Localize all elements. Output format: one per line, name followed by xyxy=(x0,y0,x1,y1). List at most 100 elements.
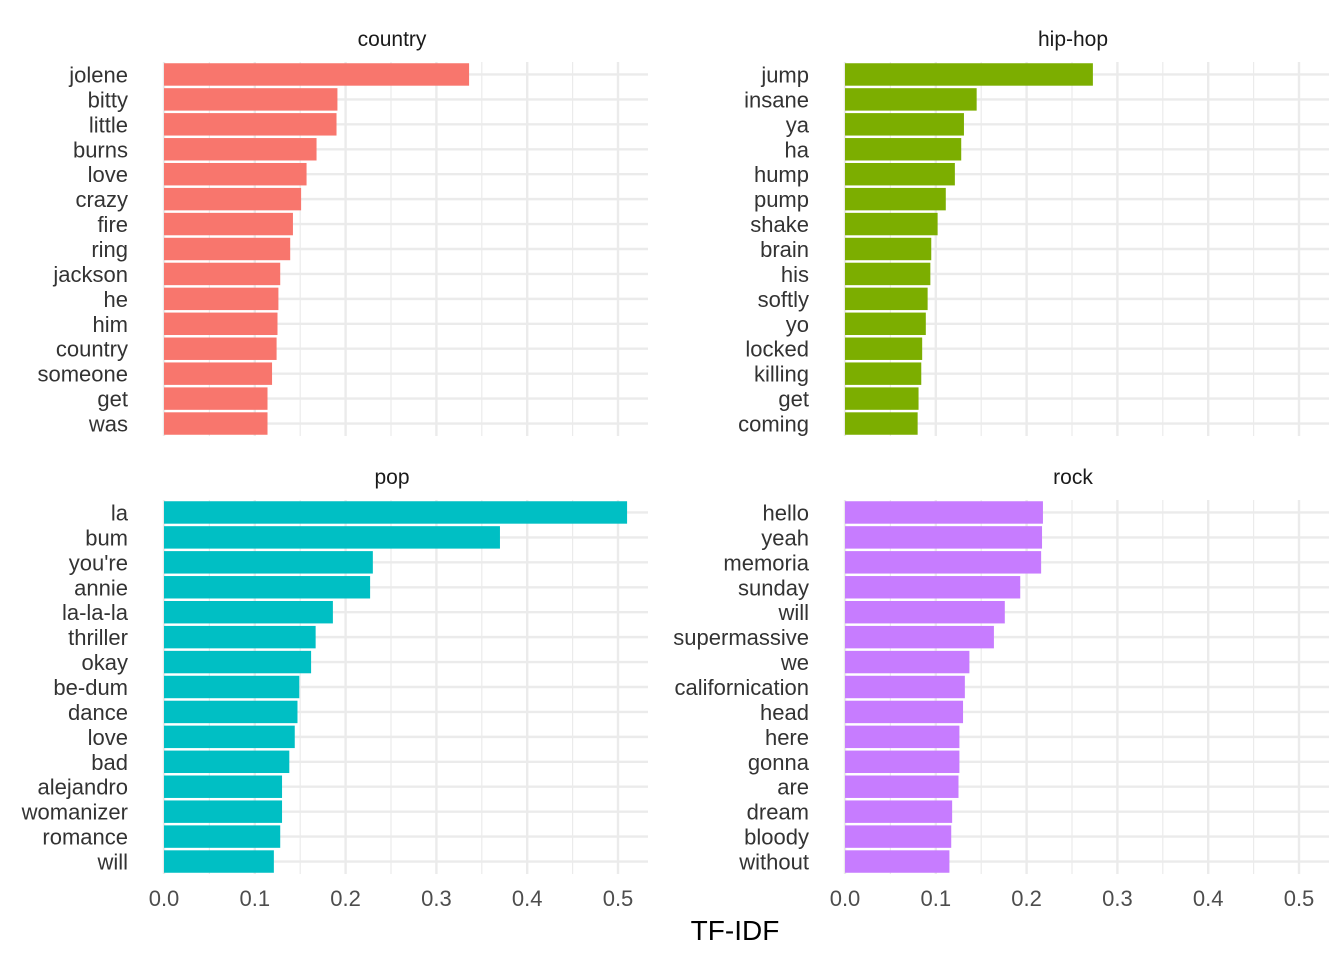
category-label: without xyxy=(738,850,809,875)
bar-country-fire xyxy=(164,212,293,236)
x-tick-label: 0.1 xyxy=(921,886,952,911)
category-label: country xyxy=(56,337,128,362)
category-label: fire xyxy=(97,212,128,237)
bar-rock-hello xyxy=(845,501,1043,524)
facet-title: country xyxy=(358,28,427,51)
category-label: hump xyxy=(754,162,809,187)
bar-country-love xyxy=(164,162,307,186)
facet-rock: helloyeahmemoriasundaywillsupermassivewe… xyxy=(673,466,1329,911)
category-label: someone xyxy=(37,362,128,387)
bar-rock-here xyxy=(845,725,960,749)
category-label: memoria xyxy=(723,550,809,575)
bar-country-jolene xyxy=(164,63,470,86)
category-label: locked xyxy=(745,337,809,362)
bar-hip-hop-shake xyxy=(845,212,938,236)
category-label: ring xyxy=(91,237,128,262)
category-label: ya xyxy=(786,112,810,137)
bar-hip-hop-ya xyxy=(845,113,964,136)
category-label: here xyxy=(765,725,809,750)
category-label: you're xyxy=(69,550,128,575)
bar-hip-hop-brain xyxy=(845,237,932,261)
bar-hip-hop-get xyxy=(845,387,919,410)
category-label: californication xyxy=(674,675,809,700)
bar-rock-will xyxy=(845,600,1005,624)
bar-country-he xyxy=(164,287,279,311)
category-label: him xyxy=(93,312,128,337)
bar-pop-womanizer xyxy=(164,800,283,823)
bar-country-ring xyxy=(164,237,291,261)
category-label: his xyxy=(781,262,809,287)
bar-pop-bad xyxy=(164,750,290,774)
x-tick-label: 0.2 xyxy=(1011,886,1042,911)
bar-hip-hop-coming xyxy=(845,412,918,435)
category-label: get xyxy=(97,387,128,412)
x-tick-label: 0.5 xyxy=(603,886,634,911)
bar-rock-californication xyxy=(845,675,965,699)
category-label: brain xyxy=(760,237,809,262)
bar-pop-thriller xyxy=(164,625,316,649)
bar-country-was xyxy=(164,412,268,435)
category-label: dream xyxy=(747,800,809,825)
bar-country-someone xyxy=(164,362,273,385)
category-label: ha xyxy=(785,137,810,162)
bar-hip-hop-insane xyxy=(845,88,977,111)
x-tick-label: 0.3 xyxy=(421,886,452,911)
facet-pop: labumyou'reanniela-la-lathrillerokaybe-d… xyxy=(21,466,648,911)
bar-rock-sunday xyxy=(845,576,1021,599)
bar-hip-hop-pump xyxy=(845,187,946,211)
bar-country-crazy xyxy=(164,187,302,211)
bar-pop-you're xyxy=(164,551,373,574)
category-label: will xyxy=(96,850,128,875)
category-label: thriller xyxy=(68,625,128,650)
category-label: la xyxy=(111,500,129,525)
category-label: bitty xyxy=(88,87,128,112)
bar-hip-hop-locked xyxy=(845,337,923,360)
category-label: get xyxy=(778,387,809,412)
facet-hip-hop: jumpinsaneyahahumppumpshakebrainhissoftl… xyxy=(738,28,1329,437)
bar-country-burns xyxy=(164,138,317,161)
x-tick-label: 0.0 xyxy=(149,886,180,911)
x-tick-label: 0.3 xyxy=(1102,886,1133,911)
category-label: supermassive xyxy=(673,625,809,650)
bar-country-little xyxy=(164,113,337,136)
bar-hip-hop-jump xyxy=(845,63,1093,86)
bar-hip-hop-killing xyxy=(845,362,922,385)
category-label: insane xyxy=(744,87,809,112)
category-label: coming xyxy=(738,412,809,437)
category-label: jackson xyxy=(52,262,128,287)
bar-hip-hop-hump xyxy=(845,162,955,186)
category-label: killing xyxy=(754,362,809,387)
bar-rock-bloody xyxy=(845,825,952,848)
category-label: love xyxy=(88,162,128,187)
bar-country-get xyxy=(164,387,268,410)
category-label: alejandro xyxy=(37,775,128,800)
bar-rock-yeah xyxy=(845,526,1043,549)
category-label: crazy xyxy=(75,187,128,212)
category-label: he xyxy=(104,287,128,312)
category-label: yo xyxy=(786,312,809,337)
bar-rock-supermassive xyxy=(845,625,994,649)
bar-pop-bum xyxy=(164,526,500,549)
bar-pop-will xyxy=(164,850,274,873)
facet-title: rock xyxy=(1053,466,1093,489)
category-label: dance xyxy=(68,700,128,725)
bar-rock-head xyxy=(845,700,964,724)
category-label: bad xyxy=(91,750,128,775)
category-label: are xyxy=(777,775,809,800)
bar-pop-alejandro xyxy=(164,775,283,798)
category-label: annie xyxy=(74,575,128,600)
bar-rock-memoria xyxy=(845,551,1042,574)
bar-hip-hop-ha xyxy=(845,138,962,161)
facet-title: pop xyxy=(374,466,409,489)
category-label: pump xyxy=(754,187,809,212)
bar-pop-dance xyxy=(164,700,298,724)
category-label: womanizer xyxy=(21,800,128,825)
bar-country-country xyxy=(164,337,277,360)
bar-country-jackson xyxy=(164,262,281,286)
bar-pop-annie xyxy=(164,576,371,599)
x-tick-label: 0.4 xyxy=(512,886,543,911)
category-label: shake xyxy=(750,212,809,237)
category-label: sunday xyxy=(738,575,809,600)
bar-rock-gonna xyxy=(845,750,960,774)
bar-hip-hop-yo xyxy=(845,312,926,336)
